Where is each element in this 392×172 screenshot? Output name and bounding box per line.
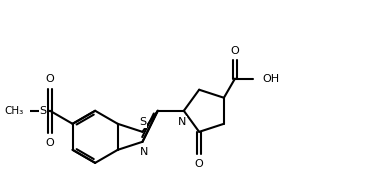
Text: O: O: [195, 159, 203, 169]
Text: S: S: [139, 117, 146, 127]
Text: O: O: [230, 46, 240, 56]
Text: N: N: [140, 147, 149, 157]
Text: O: O: [45, 138, 54, 148]
Text: CH₃: CH₃: [5, 106, 24, 116]
Text: O: O: [45, 74, 54, 84]
Text: S: S: [39, 106, 46, 116]
Text: OH: OH: [262, 74, 279, 84]
Text: N: N: [178, 116, 187, 127]
